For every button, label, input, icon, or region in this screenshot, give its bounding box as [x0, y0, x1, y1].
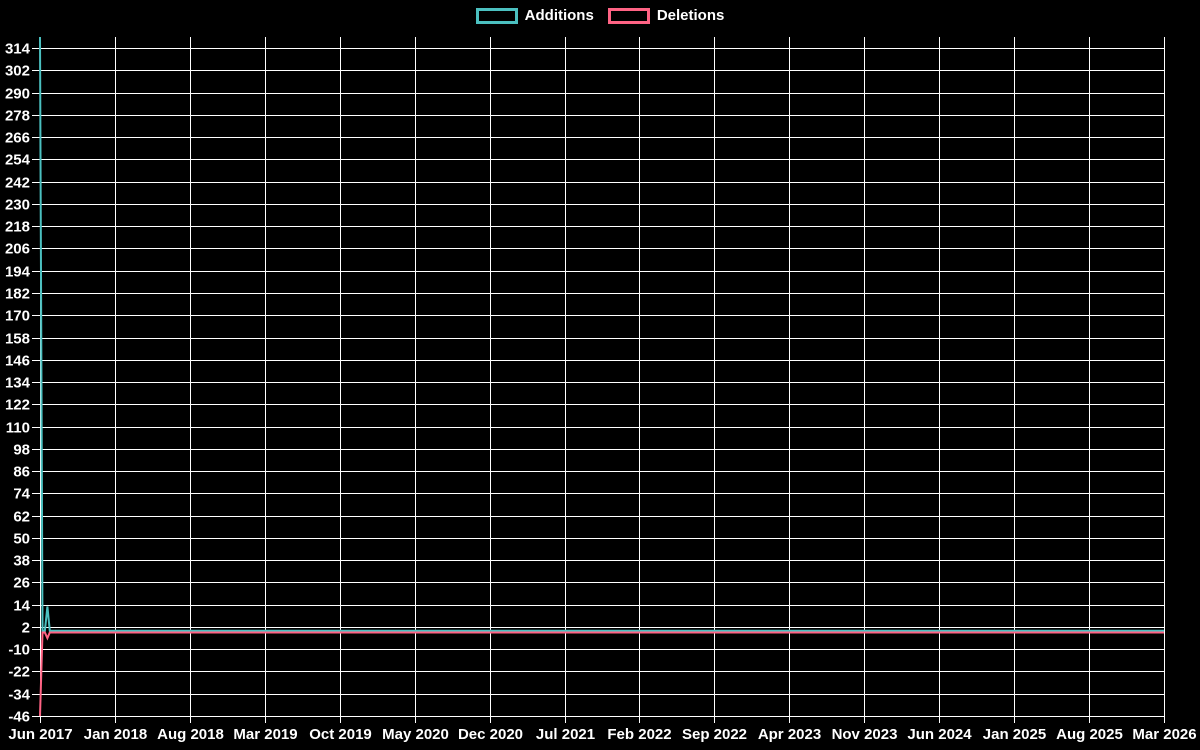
y-tick-label: 170 [5, 308, 30, 325]
y-tick-label: 38 [13, 553, 30, 570]
legend: Additions Deletions [0, 6, 1200, 26]
x-tick-label: Jan 2025 [983, 726, 1046, 743]
x-tick-label: Jun 2024 [907, 726, 972, 743]
additions-swatch [475, 8, 518, 24]
y-tick-label: 194 [5, 264, 31, 281]
gridlines [40, 37, 1165, 717]
x-tick-label: Mar 2019 [233, 726, 297, 743]
tick-labels: Jun 2017 Jan 2018 Aug 2018 Mar 2019 Oct 2019… [5, 41, 1197, 744]
x-tick-label: May 2020 [382, 726, 449, 743]
y-tick-label: 146 [5, 353, 30, 370]
additions-label: Additions [524, 7, 594, 24]
y-tick-label: 110 [6, 420, 30, 437]
series-line-additions [39, 36, 1164, 632]
y-tick-label: 14 [13, 598, 30, 615]
x-tick-label: Aug 2025 [1056, 726, 1123, 743]
y-tick-label: 314 [5, 41, 31, 58]
y-tick-label: 230 [5, 197, 30, 214]
y-tick-label: 254 [5, 152, 31, 169]
y-tick-label: 74 [13, 486, 30, 503]
y-tick-label: 302 [5, 63, 30, 80]
y-tick-label: -46 [8, 709, 30, 726]
x-tick-label: Dec 2020 [458, 726, 523, 743]
y-tick-label: 2 [22, 620, 30, 637]
y-tick-label: 122 [5, 397, 30, 414]
y-tick-label: 206 [5, 241, 30, 258]
y-tick-label: -10 [8, 642, 30, 659]
legend-item-additions[interactable]: Additions [475, 6, 594, 26]
y-tick-label: 134 [5, 375, 31, 392]
x-tick-label: Apr 2023 [758, 726, 821, 743]
legend-item-deletions[interactable]: Deletions [607, 6, 725, 26]
deletions-label: Deletions [656, 7, 725, 24]
y-tick-label: -22 [8, 664, 30, 681]
y-tick-label: 50 [13, 531, 30, 548]
series-line-deletions [39, 631, 1164, 717]
x-tick-label: Jan 2018 [84, 726, 147, 743]
tick-marks [32, 48, 1165, 723]
y-tick-label: 98 [13, 442, 30, 459]
x-tick-label: Jun 2017 [8, 726, 72, 743]
y-tick-label: 182 [5, 286, 30, 303]
deletions-swatch [607, 8, 650, 24]
x-tick-label: Jul 2021 [536, 726, 595, 743]
y-tick-label: 26 [13, 575, 30, 592]
y-tick-label: 290 [5, 86, 30, 103]
x-tick-label: Sep 2022 [682, 726, 747, 743]
x-tick-label: Nov 2023 [832, 726, 898, 743]
y-tick-label: 218 [5, 219, 30, 236]
x-tick-label: Aug 2018 [157, 726, 224, 743]
y-tick-label: 266 [5, 130, 30, 147]
y-tick-label: 62 [13, 509, 30, 526]
y-tick-label: -34 [8, 687, 30, 704]
y-tick-label: 86 [13, 464, 30, 481]
x-tick-label: Oct 2019 [309, 726, 372, 743]
y-tick-label: 158 [5, 331, 30, 348]
y-tick-label: 242 [5, 175, 30, 192]
y-tick-label: 278 [5, 108, 30, 125]
x-tick-label: Feb 2022 [607, 726, 671, 743]
x-tick-label: Mar 2026 [1132, 726, 1196, 743]
